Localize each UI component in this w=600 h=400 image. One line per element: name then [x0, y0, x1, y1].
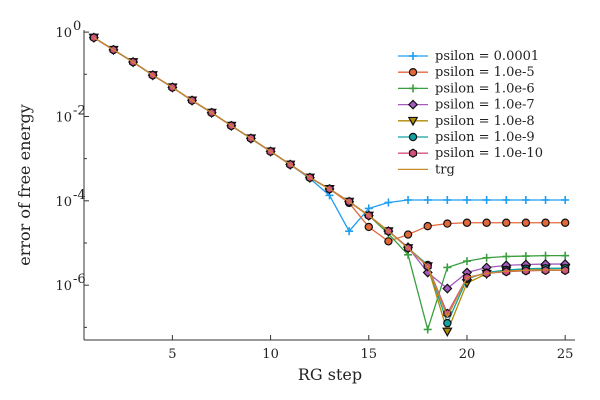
legend-marker	[408, 132, 418, 142]
legend-item: psilon = 1.0e-6	[398, 81, 535, 96]
data-point	[443, 195, 452, 204]
y-axis-label: error of free energy	[15, 104, 34, 266]
legend-item: psilon = 1.0e-10	[398, 146, 543, 161]
legend-item: trg	[398, 162, 455, 177]
y-tick-label: 10	[55, 26, 72, 41]
legend-marker	[407, 99, 419, 110]
x-axis-label: RG step	[298, 365, 362, 384]
legend-item: psilon = 1.0e-9	[398, 130, 535, 145]
data-point	[561, 195, 570, 204]
data-point	[541, 251, 550, 260]
legend-marker	[409, 52, 417, 60]
legend-label: trg	[435, 162, 455, 177]
data-point	[423, 221, 432, 231]
data-point	[561, 251, 570, 260]
legend-label: psilon = 1.0e-5	[435, 65, 535, 80]
x-tick-label: 15	[361, 347, 378, 362]
legend-item: psilon = 1.0e-8	[398, 114, 535, 129]
legend-label: psilon = 0.0001	[435, 49, 539, 64]
legend-label: psilon = 1.0e-8	[435, 114, 535, 129]
data-point	[462, 218, 472, 227]
y-tick-exponent: 0	[73, 19, 81, 34]
legend-label: psilon = 1.0e-7	[435, 98, 535, 113]
series-line	[93, 37, 566, 319]
y-tick-label: 10	[55, 279, 72, 294]
y-tick-exponent: -2	[73, 103, 86, 118]
data-point	[482, 218, 491, 227]
data-point	[443, 263, 452, 272]
y-tick-exponent: -6	[73, 272, 86, 287]
legend-marker	[407, 116, 419, 127]
data-point	[482, 253, 491, 262]
series-7	[93, 37, 566, 319]
data-point	[442, 327, 453, 338]
legend-label: psilon = 1.0e-6	[435, 81, 535, 96]
data-point	[560, 218, 570, 227]
data-point	[403, 230, 413, 239]
series-layer	[88, 32, 571, 338]
legend-marker	[408, 148, 418, 158]
y-tick-label: 10	[55, 110, 72, 125]
legend-label: psilon = 1.0e-10	[435, 146, 543, 161]
data-point	[404, 195, 413, 204]
legend-label: psilon = 1.0e-9	[435, 130, 535, 145]
data-point	[423, 195, 432, 204]
data-point	[423, 325, 432, 334]
data-point	[443, 318, 452, 328]
axes	[83, 30, 575, 341]
data-point	[462, 257, 471, 266]
data-point	[502, 195, 511, 204]
legend-item: psilon = 1.0e-5	[398, 65, 535, 80]
data-point	[502, 252, 511, 261]
data-point	[345, 227, 354, 236]
data-point	[521, 218, 531, 227]
legend-marker	[408, 67, 418, 77]
x-tick-label: 5	[168, 347, 176, 362]
legend-marker	[409, 84, 417, 93]
y-tick-label: 10	[55, 195, 72, 210]
x-tick-label: 25	[557, 347, 574, 362]
data-point	[442, 283, 453, 294]
data-point	[521, 252, 530, 261]
data-point	[384, 237, 393, 246]
data-point	[364, 222, 373, 232]
data-point	[502, 218, 511, 227]
data-point	[443, 219, 452, 228]
data-point	[521, 195, 530, 204]
data-point	[541, 218, 550, 227]
x-tick-label: 10	[262, 347, 279, 362]
data-point	[384, 198, 393, 207]
data-point	[462, 195, 471, 204]
legend-item: psilon = 1.0e-7	[398, 98, 535, 113]
y-tick-exponent: -4	[73, 188, 86, 203]
x-tick-label: 20	[459, 347, 476, 362]
legend-item: psilon = 0.0001	[398, 49, 539, 64]
data-point	[482, 195, 491, 204]
data-point	[541, 195, 550, 204]
